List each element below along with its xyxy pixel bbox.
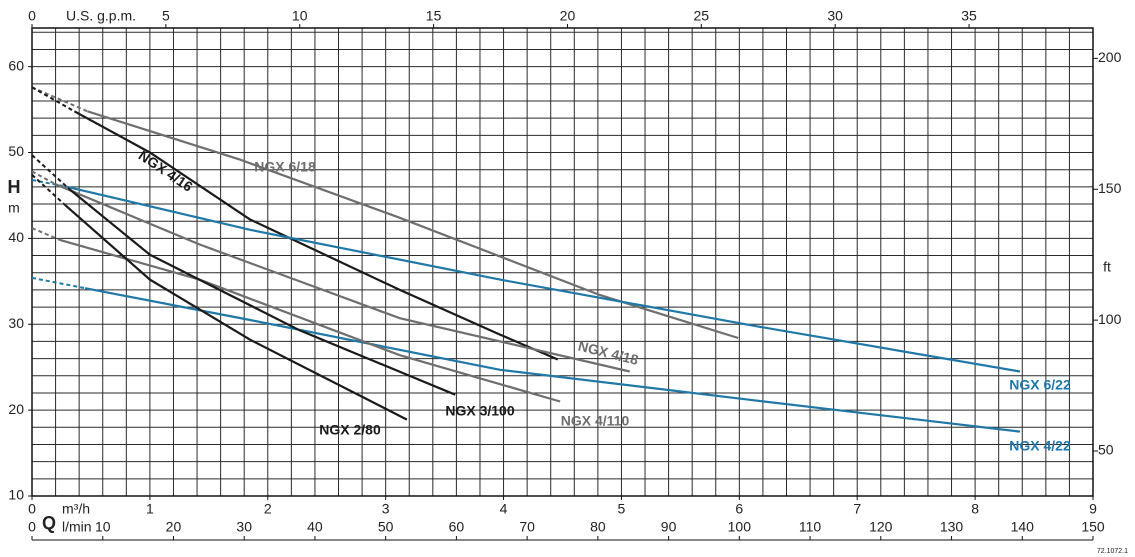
x-lpm-tick-label: 100 — [728, 519, 752, 535]
x-lpm-tick-label: 110 — [799, 519, 822, 535]
x-tick-label: 7 — [853, 501, 861, 517]
y2-tick-label: 100 — [1098, 311, 1122, 327]
y-tick-label: 60 — [8, 57, 24, 73]
curve-label: NGX 6/22 — [1009, 377, 1071, 393]
x-gpm-tick-label: 0 — [28, 8, 36, 24]
curve-label: NGX 4/110 — [561, 413, 630, 429]
x-lpm-tick-label: 140 — [1011, 519, 1035, 535]
x-gpm-label: U.S. g.p.m. — [66, 8, 136, 24]
x-gpm-tick-label: 5 — [162, 8, 170, 24]
plot-frame — [31, 27, 1094, 497]
x-gpm-tick-label: 25 — [694, 8, 710, 24]
y-tick-label: 50 — [8, 143, 24, 159]
y-tick-label: 10 — [8, 487, 24, 503]
x-lpm-tick-label: 120 — [869, 519, 893, 535]
x-lpm-tick-label: 40 — [307, 519, 323, 535]
curve-label: NGX 3/100 — [445, 403, 514, 419]
y2-label: ft — [1103, 259, 1111, 275]
curve — [87, 110, 739, 340]
x-lpm-tick-label: 10 — [95, 519, 111, 535]
curve-dashed — [31, 154, 71, 191]
y-tick-label: 40 — [8, 229, 24, 245]
x-lpm-tick-label: 80 — [590, 519, 606, 535]
x-lpm-tick-label: 60 — [449, 519, 465, 535]
x-lpm-tick-label: 90 — [661, 519, 677, 535]
x-label: Q — [42, 513, 56, 533]
x-lpm-tick-label: 150 — [1081, 519, 1105, 535]
footnote: 72.1072.1 — [1097, 548, 1128, 555]
x-lpm-tick-label: 130 — [940, 519, 964, 535]
curve — [59, 239, 561, 403]
x-tick-label: 8 — [971, 501, 979, 517]
curve — [67, 185, 1021, 373]
x-tick-label: 1 — [146, 501, 154, 517]
curve-label: NGX 2/80 — [319, 422, 381, 438]
x-gpm-tick-label: 30 — [827, 8, 843, 24]
x-gpm-tick-label: 15 — [426, 8, 442, 24]
x-tick-label: 4 — [500, 501, 508, 517]
x-tick-label: 0 — [28, 501, 36, 517]
x-unit: m³/h — [62, 501, 90, 517]
x-tick-label: 3 — [382, 501, 390, 517]
y-tick-label: 20 — [8, 401, 24, 417]
curve — [55, 183, 630, 373]
x-lpm-tick-label: 20 — [166, 519, 182, 535]
curve-label: NGX 4/16 — [136, 147, 196, 195]
curve — [84, 287, 1021, 433]
x-lpm-tick-label: 70 — [519, 519, 535, 535]
curve-dashed — [31, 86, 75, 113]
y-unit: m — [8, 200, 20, 216]
y2-tick-label: 50 — [1098, 442, 1114, 458]
x-lpm-tick-label: 30 — [236, 519, 252, 535]
x-lpm-tick-label: 50 — [378, 519, 394, 535]
curve — [69, 188, 456, 396]
x-gpm-tick-label: 10 — [292, 8, 308, 24]
y-label: H — [8, 177, 21, 197]
curve-label: NGX 4/18 — [577, 338, 641, 368]
x-tick-label: 5 — [618, 501, 626, 517]
x-lpm-tick-label: 0 — [28, 519, 36, 535]
x-tick-label: 2 — [264, 501, 272, 517]
curve-dashed — [31, 227, 61, 242]
y-tick-label: 30 — [8, 315, 24, 331]
x-lpm-label: l/min — [62, 519, 92, 535]
x-gpm-tick-label: 35 — [961, 8, 977, 24]
curve-dashed — [31, 276, 86, 290]
curve-label: NGX 4/22 — [1009, 438, 1071, 454]
y2-tick-label: 200 — [1098, 49, 1122, 65]
curve — [73, 110, 559, 361]
curve-label: NGX 6/18 — [254, 159, 316, 175]
curve-dashed — [31, 174, 66, 206]
curve-dashed — [31, 86, 88, 113]
x-gpm-tick-label: 20 — [560, 8, 576, 24]
y2-tick-label: 150 — [1098, 180, 1122, 196]
curve-dashed — [31, 170, 57, 186]
curve — [64, 204, 408, 421]
x-tick-label: 9 — [1089, 501, 1097, 517]
x-tick-label: 6 — [735, 501, 743, 517]
